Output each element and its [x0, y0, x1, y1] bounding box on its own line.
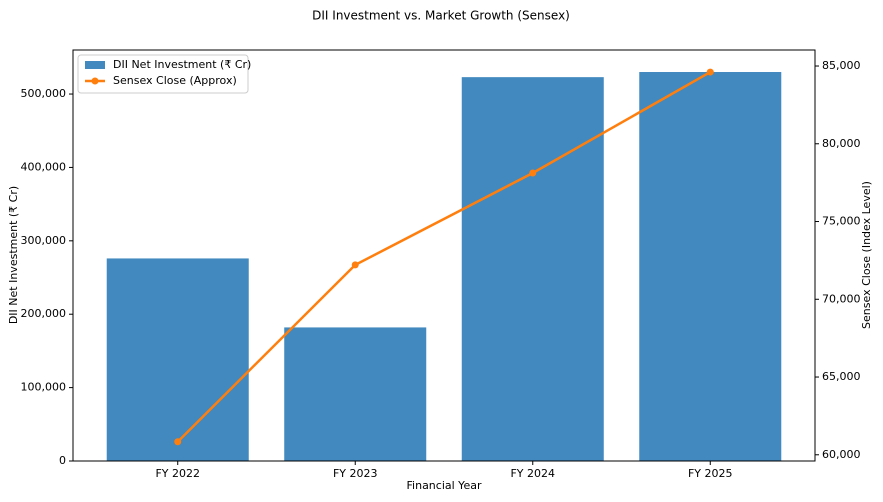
legend: DII Net Investment (₹ Cr) Sensex Close (A…: [77, 54, 251, 94]
y-tick-label: 0: [59, 454, 66, 467]
line-point: [706, 68, 714, 76]
x-tick-label: FY 2023: [333, 467, 378, 480]
y2-tick-label: 65,000: [822, 370, 861, 383]
line-point: [529, 169, 537, 177]
bar: [284, 327, 427, 461]
y2-tick-label: 75,000: [822, 215, 861, 228]
bar: [106, 258, 249, 461]
line-point: [351, 261, 359, 269]
x-tick-label: FY 2024: [510, 467, 555, 480]
bar: [461, 77, 604, 461]
x-tick-label: FY 2022: [155, 467, 200, 480]
x-axis-label: Financial Year: [407, 479, 482, 492]
legend-label: DII Net Investment (₹ Cr): [113, 58, 251, 71]
legend-label: Sensex Close (Approx): [113, 74, 237, 87]
y2-tick-label: 85,000: [822, 59, 861, 72]
y-tick-label: 500,000: [21, 87, 67, 100]
y-tick-label: 100,000: [21, 381, 67, 394]
plot-frame: [72, 49, 816, 462]
y2-tick-label: 60,000: [822, 448, 861, 461]
legend-box: [77, 54, 249, 94]
y2-axis-label: Sensex Close (Index Level): [860, 181, 873, 329]
y2-tick-label: 80,000: [822, 137, 861, 150]
line: [176, 70, 711, 443]
y-tick-label: 200,000: [21, 307, 67, 320]
bar: [639, 72, 782, 462]
y-tick-label: 300,000: [21, 234, 67, 247]
y-axis-label: DII Net Investment (₹ Cr): [7, 186, 20, 324]
chart-title: DII Investment vs. Market Growth (Sensex…: [312, 9, 570, 23]
y2-tick-label: 70,000: [822, 292, 861, 305]
legend-swatch: [85, 61, 105, 69]
line-point: [174, 438, 182, 446]
legend-marker: [91, 77, 99, 85]
y-tick-label: 400,000: [21, 160, 67, 173]
x-tick-label: FY 2025: [688, 467, 733, 480]
